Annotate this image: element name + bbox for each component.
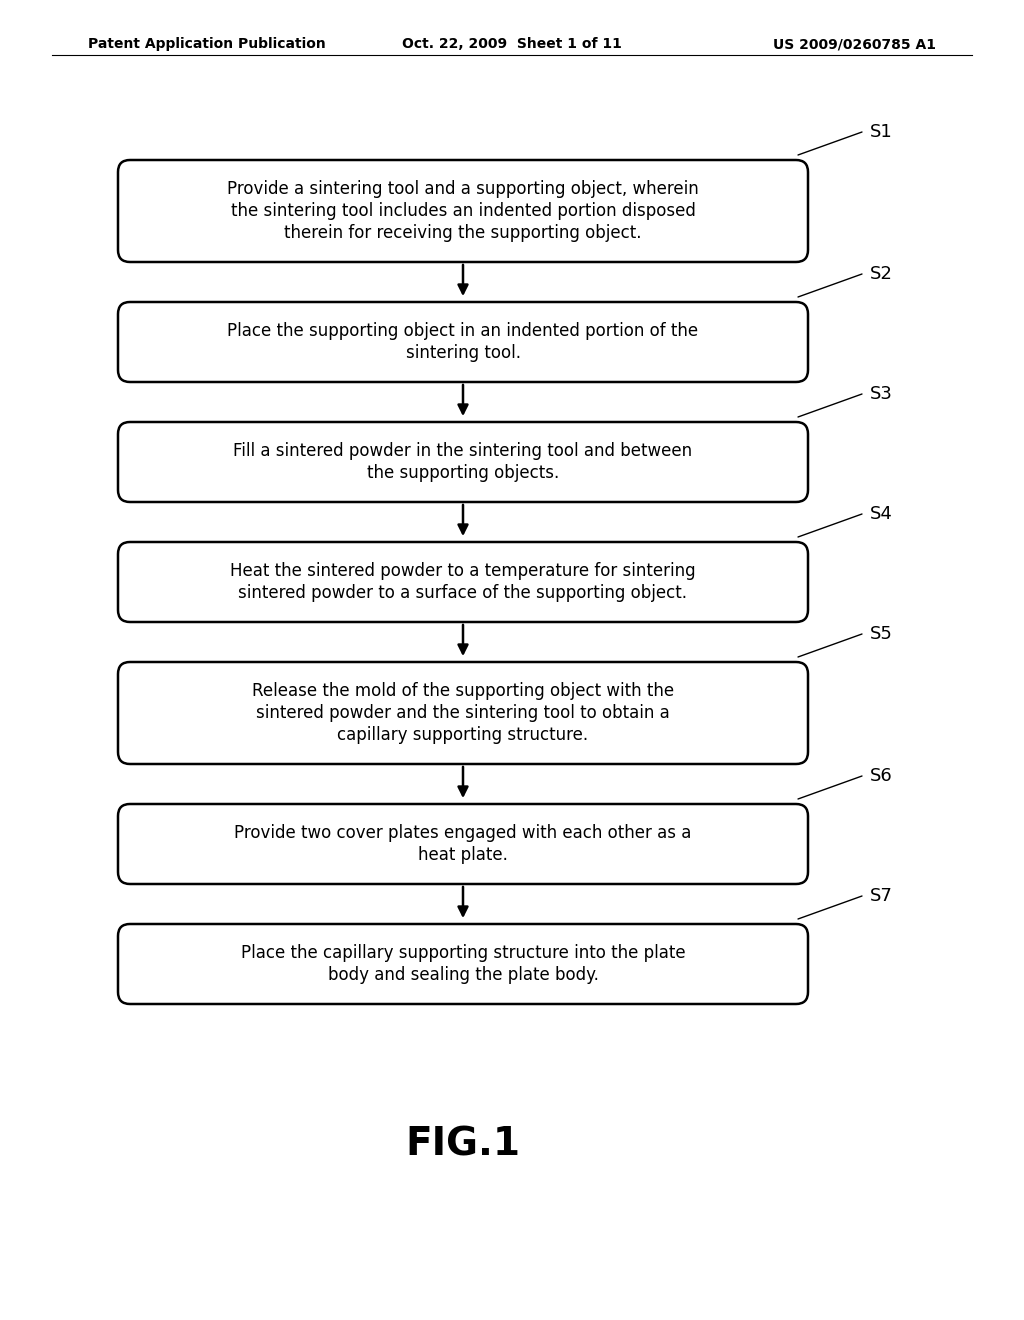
Text: therein for receiving the supporting object.: therein for receiving the supporting obj…	[285, 224, 642, 242]
Text: S4: S4	[870, 506, 893, 523]
Text: S5: S5	[870, 624, 893, 643]
Text: capillary supporting structure.: capillary supporting structure.	[338, 726, 589, 744]
FancyBboxPatch shape	[118, 804, 808, 884]
Text: S6: S6	[870, 767, 893, 785]
Text: Provide two cover plates engaged with each other as a: Provide two cover plates engaged with ea…	[234, 824, 691, 842]
Text: S1: S1	[870, 123, 893, 141]
FancyBboxPatch shape	[118, 160, 808, 261]
FancyBboxPatch shape	[118, 422, 808, 502]
Text: body and sealing the plate body.: body and sealing the plate body.	[328, 966, 598, 983]
FancyBboxPatch shape	[118, 663, 808, 764]
Text: Fill a sintered powder in the sintering tool and between: Fill a sintered powder in the sintering …	[233, 442, 692, 459]
Text: S7: S7	[870, 887, 893, 906]
FancyBboxPatch shape	[118, 924, 808, 1005]
Text: heat plate.: heat plate.	[418, 846, 508, 865]
Text: sintering tool.: sintering tool.	[406, 345, 520, 362]
Text: S3: S3	[870, 385, 893, 403]
Text: Heat the sintered powder to a temperature for sintering: Heat the sintered powder to a temperatur…	[230, 562, 696, 579]
Text: Place the capillary supporting structure into the plate: Place the capillary supporting structure…	[241, 944, 685, 962]
Text: Provide a sintering tool and a supporting object, wherein: Provide a sintering tool and a supportin…	[227, 180, 698, 198]
Text: the sintering tool includes an indented portion disposed: the sintering tool includes an indented …	[230, 202, 695, 220]
FancyBboxPatch shape	[118, 543, 808, 622]
Text: Release the mold of the supporting object with the: Release the mold of the supporting objec…	[252, 682, 674, 700]
Text: sintered powder to a surface of the supporting object.: sintered powder to a surface of the supp…	[239, 583, 687, 602]
Text: the supporting objects.: the supporting objects.	[367, 465, 559, 482]
Text: FIG.1: FIG.1	[406, 1126, 520, 1164]
Text: S2: S2	[870, 265, 893, 282]
Text: US 2009/0260785 A1: US 2009/0260785 A1	[773, 37, 936, 51]
Text: Oct. 22, 2009  Sheet 1 of 11: Oct. 22, 2009 Sheet 1 of 11	[402, 37, 622, 51]
FancyBboxPatch shape	[118, 302, 808, 381]
Text: sintered powder and the sintering tool to obtain a: sintered powder and the sintering tool t…	[256, 704, 670, 722]
Text: Patent Application Publication: Patent Application Publication	[88, 37, 326, 51]
Text: Place the supporting object in an indented portion of the: Place the supporting object in an indent…	[227, 322, 698, 341]
